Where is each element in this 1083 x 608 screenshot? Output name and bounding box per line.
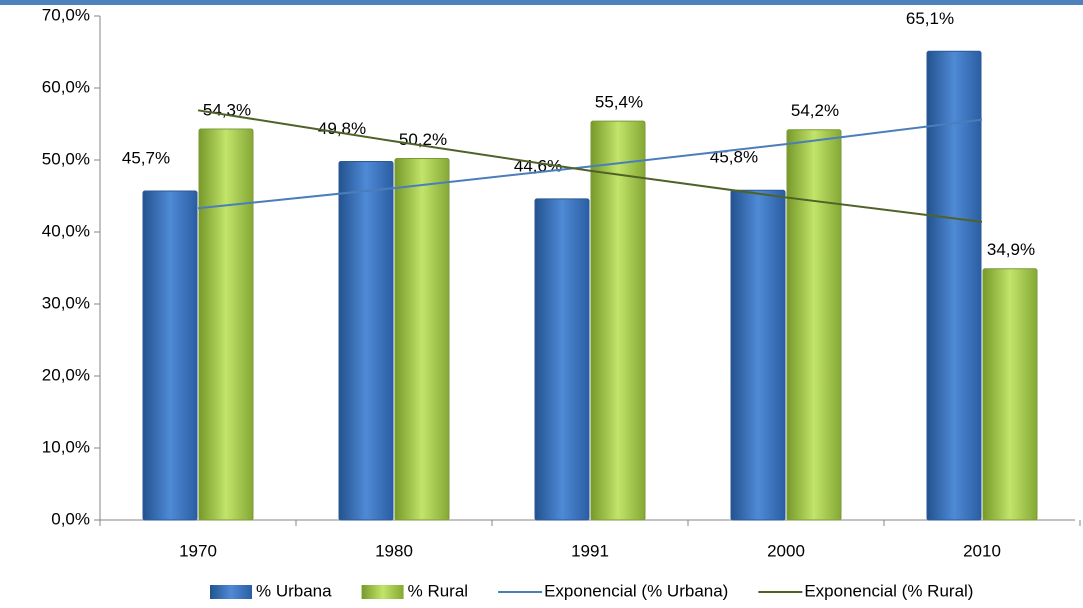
data-label: 34,9%: [987, 240, 1035, 259]
legend-label: % Rural: [408, 581, 468, 600]
bar: [338, 160, 394, 521]
y-tick-label: 40,0%: [42, 221, 90, 240]
bar: [394, 158, 450, 521]
x-tick-label: 2010: [963, 541, 1001, 560]
data-label: 65,1%: [906, 9, 954, 28]
legend-label: Exponencial (% Urbana): [544, 581, 728, 600]
y-tick-label: 20,0%: [42, 365, 90, 384]
bar: [534, 198, 590, 521]
data-label: 55,4%: [595, 93, 643, 112]
bar: [142, 190, 198, 521]
legend-swatch: [210, 585, 252, 599]
x-tick-label: 1970: [179, 541, 217, 560]
trend-line: [197, 109, 983, 223]
bar: [926, 50, 982, 521]
x-tick-label: 1980: [375, 541, 413, 560]
legend-swatch: [361, 585, 404, 599]
legend-label: Exponencial (% Rural): [804, 581, 973, 600]
data-label: 54,2%: [791, 101, 839, 120]
legend-label: % Urbana: [256, 581, 332, 600]
top-band: [0, 0, 1083, 5]
x-tick-label: 1991: [571, 541, 609, 560]
bar: [590, 120, 646, 521]
y-tick-label: 70,0%: [42, 5, 90, 24]
y-tick-label: 30,0%: [42, 293, 90, 312]
bar: [198, 128, 254, 521]
x-tick-label: 2000: [767, 541, 805, 560]
y-tick-label: 0,0%: [51, 509, 90, 528]
data-label: 45,7%: [122, 148, 170, 167]
data-label: 49,8%: [318, 119, 366, 138]
data-label: 45,8%: [710, 148, 758, 167]
y-tick-label: 60,0%: [42, 77, 90, 96]
bar: [730, 189, 786, 521]
bar: [982, 268, 1038, 521]
y-tick-label: 50,0%: [42, 149, 90, 168]
bar: [786, 129, 842, 521]
data-label: 54,3%: [203, 101, 251, 120]
trend-line: [197, 118, 983, 210]
y-tick-label: 10,0%: [42, 437, 90, 456]
